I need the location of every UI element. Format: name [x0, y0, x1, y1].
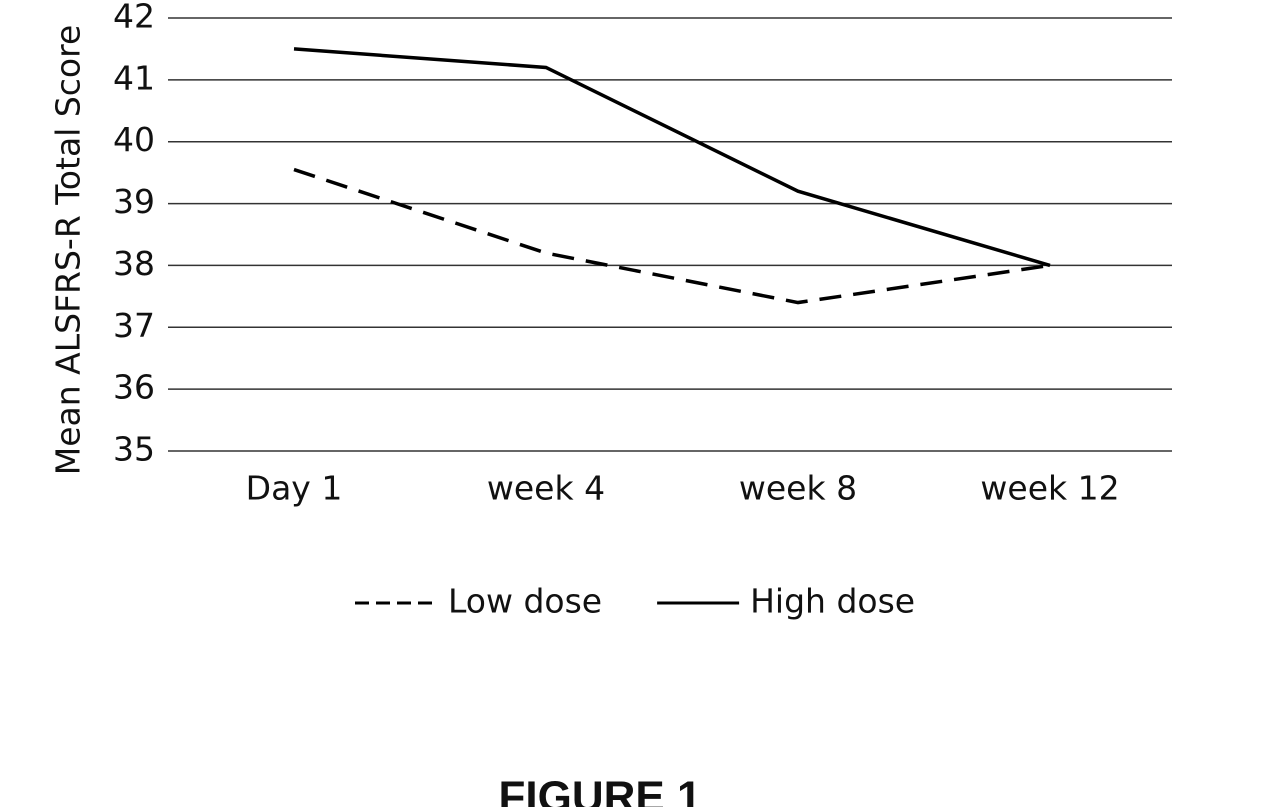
figure-caption: FIGURE 1 — [499, 773, 702, 807]
y-tick-label: 35 — [113, 430, 155, 469]
legend-label: High dose — [750, 582, 915, 621]
y-axis-label: Mean ALSFRS-R Total Score — [49, 25, 88, 475]
y-tick-label: 36 — [113, 368, 155, 407]
x-tick-label: week 4 — [487, 469, 605, 508]
y-tick-label: 37 — [113, 306, 155, 345]
data-line — [294, 170, 1050, 303]
legend-label: Low dose — [448, 582, 602, 621]
y-tick-label: 42 — [113, 0, 155, 36]
x-tick-label: Day 1 — [246, 469, 343, 508]
y-tick-label: 40 — [113, 120, 155, 159]
y-tick-label: 39 — [113, 182, 155, 221]
data-line — [294, 49, 1050, 265]
y-tick-label: 41 — [113, 58, 155, 97]
x-tick-label: week 12 — [980, 469, 1119, 508]
y-tick-label: 38 — [113, 244, 155, 283]
x-tick-label: week 8 — [739, 469, 857, 508]
